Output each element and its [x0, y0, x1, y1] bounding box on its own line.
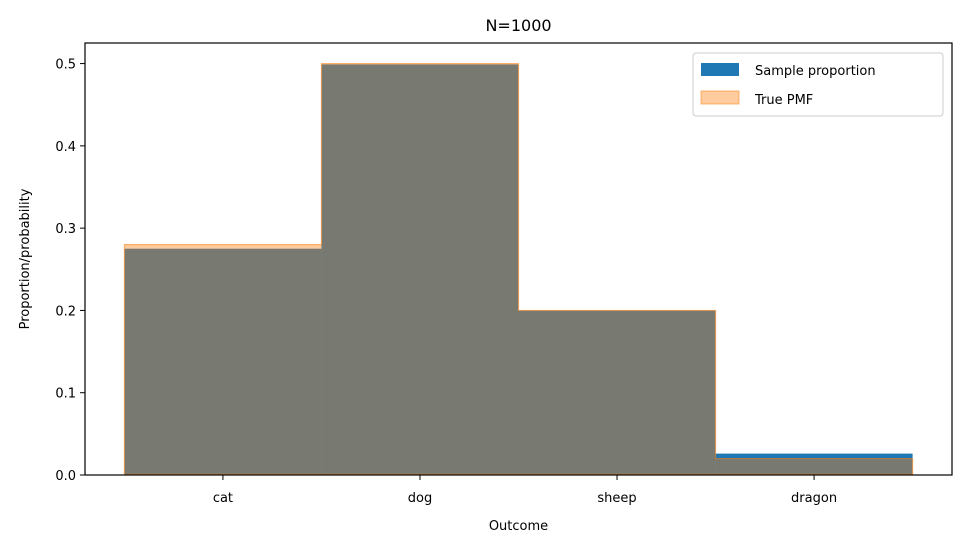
x-tick-label: dragon — [791, 491, 837, 506]
bar-true-pmf-cat — [124, 244, 322, 475]
legend-label-sample-proportion: Sample proportion — [755, 64, 876, 79]
legend-label-true-pmf: True PMF — [754, 93, 813, 108]
chart-title: N=1000 — [485, 16, 551, 35]
y-tick-label: 0.2 — [55, 304, 76, 319]
x-tick-label: dog — [408, 491, 432, 506]
y-axis: 0.0 0.1 0.2 0.3 0.4 0.5 — [55, 58, 85, 484]
y-tick-label: 0.3 — [55, 222, 76, 237]
legend-box — [692, 52, 944, 117]
legend-swatch-true-pmf — [700, 90, 740, 105]
x-axis-label: Outcome — [489, 519, 548, 534]
x-axis: cat dog sheep dragon — [213, 475, 837, 506]
bar-true-pmf-dragon — [715, 458, 913, 475]
bar-sample-proportion-sheep — [518, 310, 716, 475]
bar-sample-proportion-cat — [124, 248, 322, 475]
legend-swatch-sample-proportion — [701, 63, 739, 76]
y-tick-label: 0.1 — [55, 387, 76, 402]
legend: Sample proportion True PMF — [692, 52, 944, 117]
y-tick-label: 0.4 — [55, 140, 76, 155]
x-tick-label: sheep — [597, 491, 636, 506]
bar-true-pmf-dog — [321, 63, 519, 475]
y-tick-label: 0.0 — [55, 469, 76, 484]
x-tick-label: cat — [213, 491, 233, 506]
y-tick-label: 0.5 — [55, 58, 76, 73]
bar-true-pmf-sheep — [518, 310, 716, 475]
bar-sample-proportion-dog — [321, 64, 519, 475]
y-axis-label: Proportion/probability — [18, 188, 33, 329]
true-pmf-step-outline — [123, 62, 914, 475]
plot-area — [123, 62, 914, 476]
axes-frame — [84, 42, 953, 476]
